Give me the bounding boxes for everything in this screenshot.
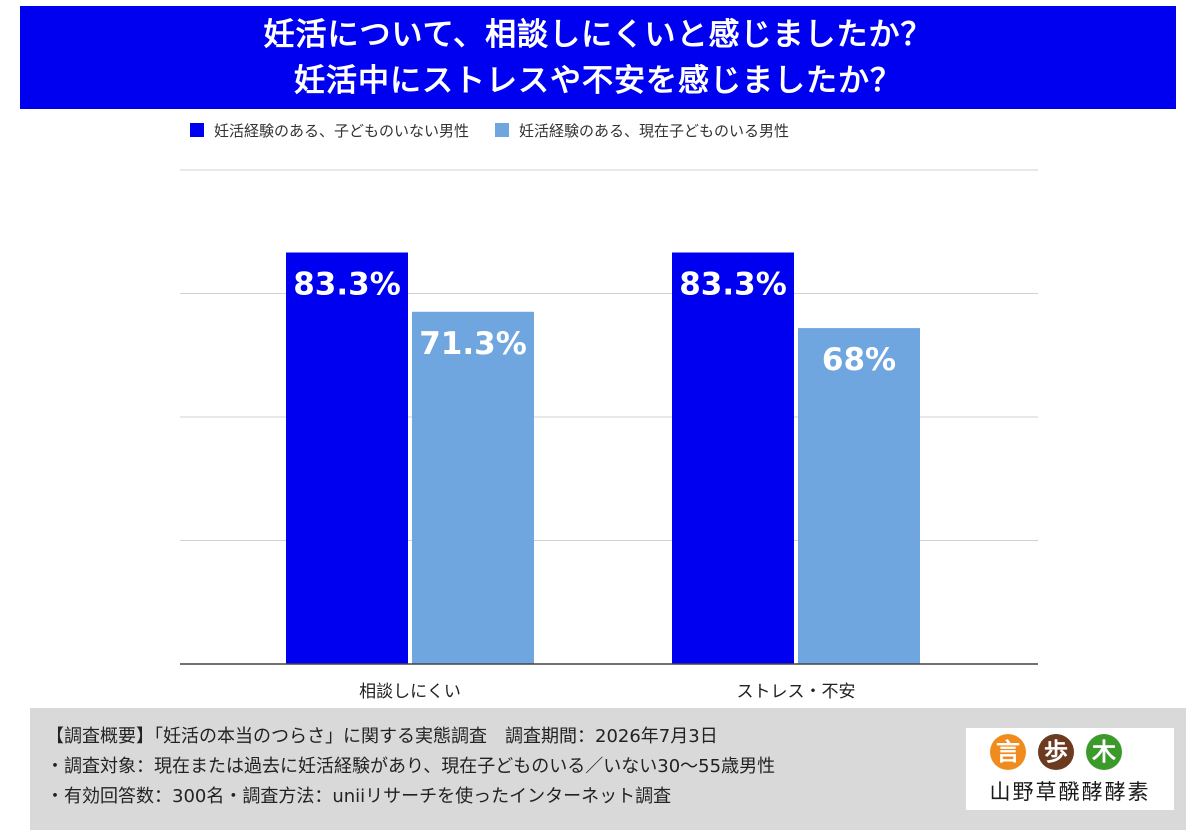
x-tick-label: 相談しにくい [359, 682, 461, 702]
logo-text: 山野草醗酵酵素 [989, 780, 1151, 804]
data-label: 68% [822, 342, 896, 378]
logo-char-1: 言 [990, 734, 1026, 770]
logo-mark: 言 歩 木 [990, 734, 1134, 770]
bar [412, 311, 534, 664]
legend-label-series-2: 妊活経験のある、現在子どものいる男性 [519, 121, 790, 140]
x-tick-label: ストレス・不安 [737, 682, 856, 702]
data-label: 83.3% [293, 266, 401, 302]
legend-swatch-series-1 [190, 123, 204, 137]
logo-char-3: 木 [1086, 734, 1122, 770]
legend: 妊活経験のある、子どものいない男性 妊活経験のある、現在子どものいる男性 [190, 117, 815, 143]
legend-item-series-2: 妊活経験のある、現在子どものいる男性 [495, 120, 789, 141]
bar [798, 328, 920, 664]
logo-char-2: 歩 [1038, 734, 1074, 770]
survey-notes: 【調査概要】「妊活の本当のつらさ」に関する実態調査 調査期間：2026年7月3日… [46, 722, 775, 812]
title-line-1: 妊活について、相談しにくいと感じましたか？ [263, 16, 933, 53]
brand-logo: 言 歩 木 山野草醗酵酵素 [966, 728, 1174, 810]
data-label: 83.3% [679, 266, 787, 302]
survey-method: ・有効回答数：300名・調査方法：uniiリサーチを使ったインターネット調査 [46, 786, 672, 807]
survey-overview: 【調査概要】「妊活の本当のつらさ」に関する実態調査 調査期間：2026年7月3日 [46, 726, 718, 747]
survey-footer: 【調査概要】「妊活の本当のつらさ」に関する実態調査 調査期間：2026年7月3日… [30, 708, 1186, 830]
bar [672, 252, 794, 665]
legend-item-series-1: 妊活経験のある、子どものいない男性 [190, 120, 469, 141]
data-label: 71.3% [419, 326, 527, 362]
legend-label-series-1: 妊活経験のある、子どものいない男性 [214, 121, 470, 140]
bar [286, 252, 408, 665]
title-banner: 妊活について、相談しにくいと感じましたか？ 妊活中にストレスや不安を感じましたか… [20, 6, 1176, 109]
survey-target: ・調査対象：現在または過去に妊活経験があり、現在子どものいる／いない30〜55歳… [46, 756, 776, 777]
legend-swatch-series-2 [495, 123, 510, 137]
title-line-2: 妊活中にストレスや不安を感じましたか？ [294, 62, 902, 99]
